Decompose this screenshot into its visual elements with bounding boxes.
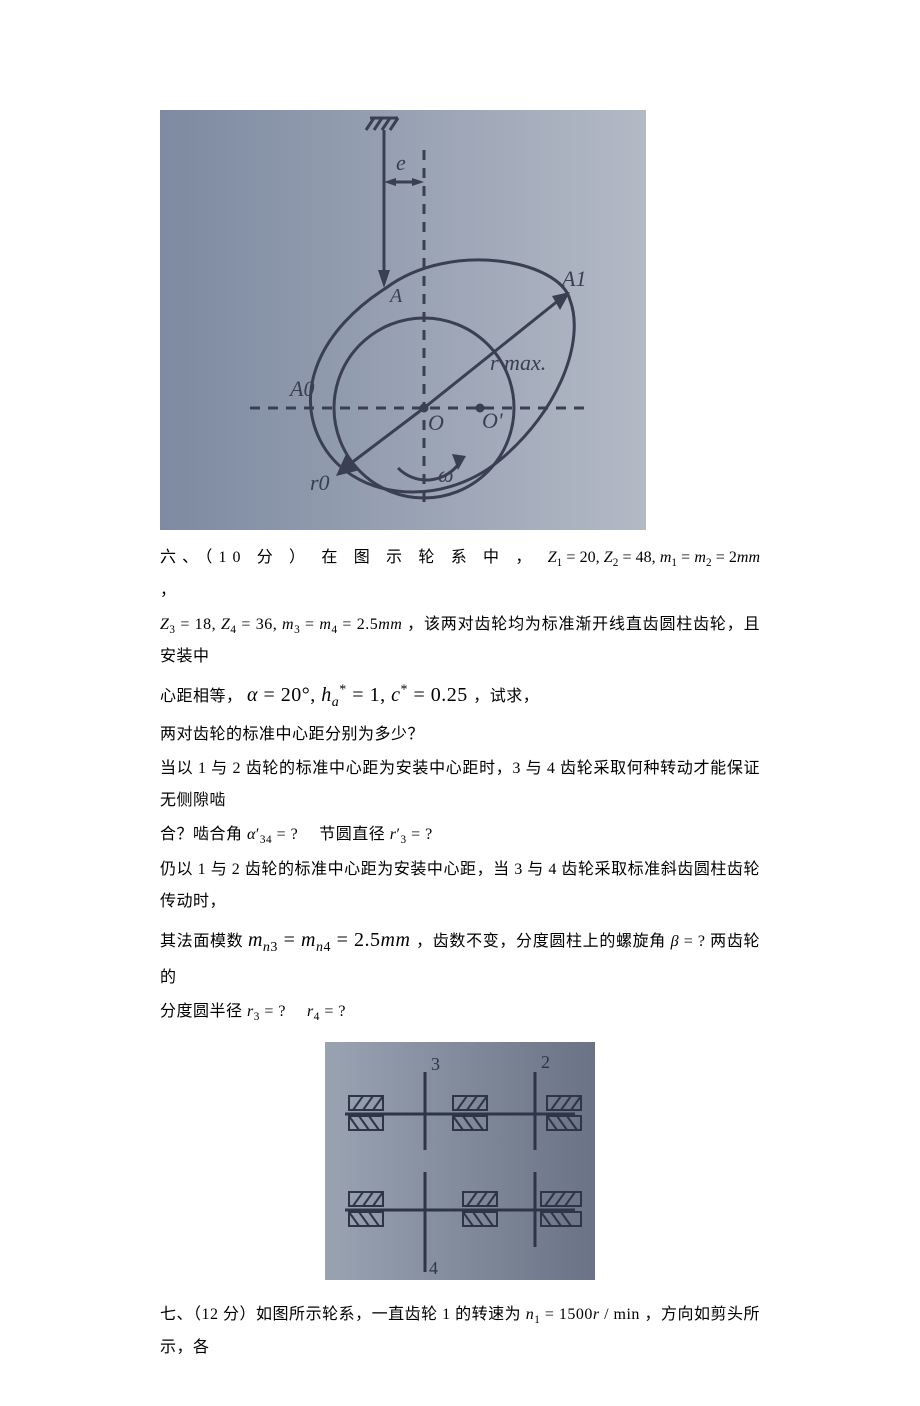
q6-line5: 当以 1 与 2 齿轮的标准中心距为安装中心距时，3 与 4 齿轮采取何种转动才…	[160, 753, 760, 817]
label-omega: ω	[438, 462, 454, 487]
q6-line7: 仍以 1 与 2 齿轮的标准中心距为安装中心距，当 3 与 4 齿轮采取标准斜齿…	[160, 854, 760, 918]
q6-head-rest1: ） 在 图 示 轮 系 中 ，	[289, 549, 548, 566]
label-A0: A0	[288, 376, 314, 401]
q6-l6-mid: 节圆直径	[303, 826, 386, 843]
q6-l8-head: 其法面模数	[160, 933, 243, 950]
q6-l9-head: 分度圆半径	[160, 1003, 243, 1020]
q6-line2: Z3 = 18, Z4 = 36, m3 = m4 = 2.5mm ，该两对齿轮…	[160, 609, 760, 674]
q7-line: 七、（12 分）如图所示轮系，一直齿轮 1 的转速为 n1 = 1500r / …	[160, 1299, 760, 1364]
exam-page: A e A1 r max. A0 O O' r0 ω 六、（10 分 ） 在 图…	[0, 0, 920, 1406]
q6-line4: 两对齿轮的标准中心距分别为多少？	[160, 719, 760, 751]
q6-l6-head: 合？啮合角	[160, 826, 243, 843]
q6-line8: 其法面模数 mn3 = mn4 = 2.5mm ，齿数不变，分度圆柱上的螺旋角 …	[160, 920, 760, 994]
q6-points: 10	[219, 549, 247, 566]
q6-line3-tail: ，试求，	[473, 688, 539, 705]
label-A1: A1	[560, 266, 586, 291]
q6-line1: 六、（10 分 ） 在 图 示 轮 系 中 ， Z1 = 20, Z2 = 48…	[160, 542, 760, 607]
label-O: O	[428, 410, 444, 435]
q6-line9: 分度圆半径 r3 = ? r4 = ?	[160, 996, 760, 1029]
q6-line3: 心距相等， α = 20°, ha* = 1, c* = 0.25 ，试求，	[160, 675, 760, 717]
figure-cam-diagram: A e A1 r max. A0 O O' r0 ω	[160, 110, 646, 530]
label-e: e	[396, 150, 406, 175]
svg-text:A: A	[388, 285, 403, 307]
q6-head-after: 分	[257, 549, 279, 566]
q7-head: 七、（12 分）如图所示轮系，一直齿轮 1 的转速为	[160, 1306, 521, 1323]
label-2: 2	[541, 1052, 550, 1072]
figure-gear-train: 3 2 4	[325, 1042, 595, 1280]
q6-head-prefix: 六、（	[160, 549, 219, 566]
label-r0: r0	[310, 470, 330, 495]
label-rmax: r max.	[490, 350, 546, 375]
label-3: 3	[431, 1054, 440, 1074]
q6-line6: 合？啮合角 α′34 = ? 节圆直径 r′3 = ?	[160, 819, 760, 852]
label-Oprime: O'	[482, 408, 503, 433]
label-4: 4	[429, 1258, 438, 1278]
q6-l8-mid: ，齿数不变，分度圆柱上的螺旋角	[416, 933, 666, 950]
q6-line3-head: 心距相等，	[160, 688, 243, 705]
